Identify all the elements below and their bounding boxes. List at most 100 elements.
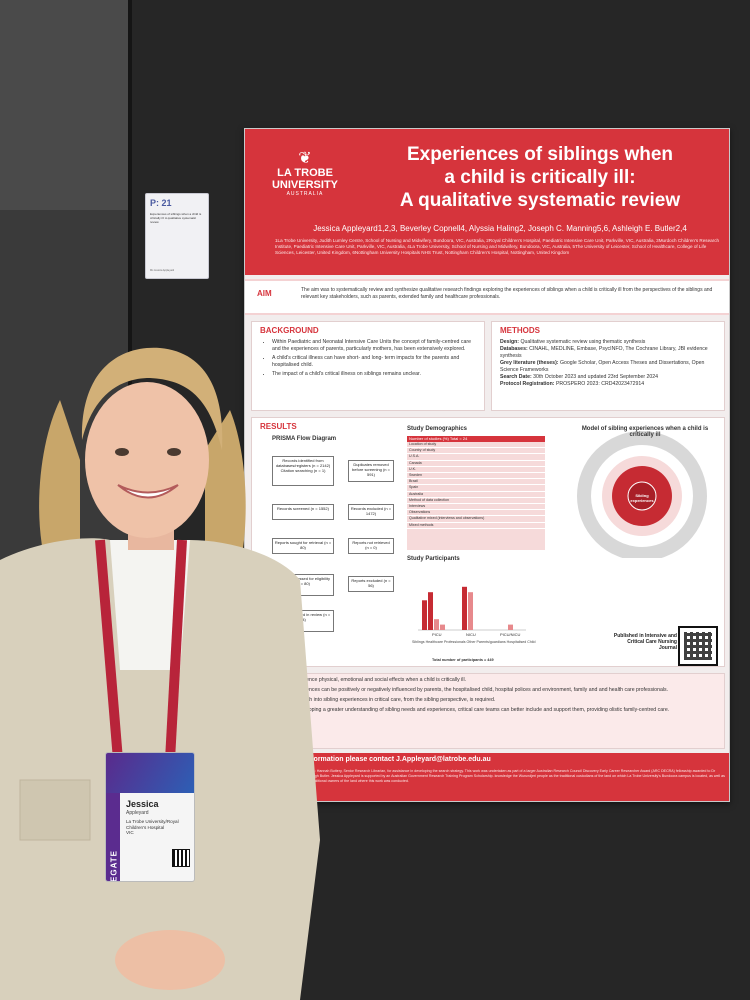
tick-label: PICU/NICU	[500, 632, 521, 637]
table-row: Brazil	[407, 479, 545, 486]
background-list: Within Paediatric and Neonatal Intensive…	[252, 339, 484, 378]
model-title: Model of sibling experiences when a chil…	[581, 426, 709, 438]
list-item: A child's critical illness can have shor…	[272, 355, 474, 369]
aim-text: The aim was to systematically review and…	[301, 287, 713, 300]
university-logo: ❦ LA TROBE UNIVERSITY AUSTRALIA	[265, 150, 345, 198]
badge-first-name: Jessica	[126, 799, 159, 809]
model-center-label: Sibling experiences	[630, 493, 654, 503]
left-eye	[115, 448, 129, 456]
affiliations: 1La Trobe University, Judith Lumley Cent…	[275, 238, 720, 255]
prisma-identified: Records identified from databases/regist…	[272, 456, 334, 486]
sibling-experience-model	[577, 431, 707, 558]
badge-header	[106, 753, 194, 793]
bar-nicu-2	[468, 592, 473, 630]
demographics-header: Number of studies (%) Total = 24	[407, 436, 545, 442]
list-item: Within Paediatric and Neonatal Intensive…	[272, 339, 474, 353]
badge-organisation: La Trobe University/Royal Children's Hos…	[126, 819, 179, 836]
table-row: Country of study	[407, 448, 545, 455]
qr-code-icon[interactable]	[678, 626, 718, 666]
poster-header: ❦ LA TROBE UNIVERSITY AUSTRALIA Experien…	[245, 129, 729, 275]
table-row: Mixed methods	[407, 523, 545, 529]
tick-label: PICU	[432, 632, 442, 637]
conclusion-line: experience physical, emotional and socia…	[292, 677, 467, 683]
wall-left-top	[0, 0, 130, 210]
conclusion-line: experiences can be positively or negativ…	[292, 687, 669, 693]
acknowledgements: ments: Hannah Buttery, Senior Research L…	[305, 769, 725, 783]
prisma-title: PRISMA Flow Diagram	[272, 436, 337, 442]
bar-picu-0	[422, 600, 427, 630]
tick-label: NICU	[466, 632, 476, 637]
participants-legend: Siblings Healthcare Professionals Other …	[412, 640, 536, 644]
list-item: The impact of a child's critical illness…	[272, 371, 474, 378]
participants-title: Study Participants	[407, 556, 460, 562]
research-poster: ❦ LA TROBE UNIVERSITY AUSTRALIA Experien…	[244, 128, 730, 802]
prisma-excluded: Records excluded (n = 1472)	[348, 504, 394, 520]
model-outer-ring	[577, 431, 707, 558]
table-row: U.S.A.	[407, 454, 545, 461]
title-line-1: Experiences of siblings when	[406, 144, 674, 165]
delegate-badge: DELEGATE Jessica Appleyard La Trobe Univ…	[105, 752, 195, 882]
background-title: BACKGROUND	[260, 326, 319, 335]
prisma-duplicates: Duplicates removed before screening (n =…	[348, 460, 394, 482]
title-line-2: a child is critically ill:	[444, 167, 636, 188]
crest-icon: ❦	[298, 150, 312, 167]
authors: Jessica Appleyard1,2,3, Beverley Copnell…	[313, 224, 687, 233]
lanyard-left	[95, 539, 123, 761]
face	[85, 382, 209, 538]
university-name: LA TROBE UNIVERSITY	[271, 167, 338, 191]
table-row: Method of data collection	[407, 498, 545, 505]
table-row: Sweden	[407, 473, 545, 480]
participants-chart: PICU NICU PICU/NICU	[418, 586, 526, 637]
conclusion-line: research into sibling experiences in cri…	[292, 697, 496, 703]
results-section: RESULTS PRISMA Flow Diagram Records iden…	[251, 417, 725, 667]
badge-qr-icon	[172, 849, 190, 867]
placard-author: Ms Jessica Appleyard	[150, 269, 175, 272]
table-row: U.K.	[407, 467, 545, 474]
methods-line: Protocol Registration: PROSPERO 2023: CR…	[500, 381, 645, 387]
aim-section: AIM The aim was to systematically review…	[245, 279, 729, 315]
methods-line: Grey literature (theses): Google Scholar…	[500, 360, 705, 373]
methods-line: Databases: CINAHL, MEDLINE, Embase, Psyc…	[500, 346, 708, 359]
participants-total: Total number of participants = 449	[432, 658, 494, 662]
right-eye	[167, 448, 181, 456]
contact-bar: information please contact J.Appleyard@l…	[245, 753, 729, 801]
badge-role: DELEGATE	[109, 850, 119, 882]
conclusions-section: experience physical, emotional and socia…	[251, 673, 725, 749]
hands	[115, 930, 225, 990]
methods-section: METHODS Design: Qualitative systematic r…	[491, 321, 725, 411]
aim-label: AIM	[257, 289, 272, 298]
poster-number-placard: P: 21 Experiences of siblings when a chi…	[145, 193, 209, 279]
prisma-retrieval: Reports sought for retrieval (n = 80)	[272, 538, 334, 554]
table-row: Canada	[407, 461, 545, 467]
title-line-3: A qualitative systematic review	[399, 190, 681, 211]
published-note: Published in Intensive and Critical Care…	[613, 633, 677, 651]
presenter-photo	[0, 347, 320, 1000]
placard-text: Experiences of siblings when a child is …	[150, 212, 202, 224]
contact-info: information please contact J.Appleyard@l…	[305, 756, 491, 763]
lanyard-right	[165, 539, 187, 761]
background-section: BACKGROUND Within Paediatric and Neonata…	[251, 321, 485, 411]
placard-code: P: 21	[150, 198, 172, 208]
methods-line: Search Date: 30th October 2023 and updat…	[500, 374, 659, 380]
badge-last-name: Appleyard	[126, 810, 149, 816]
hair-right	[205, 410, 246, 585]
prisma-screened: Records screened (n = 1552)	[272, 504, 334, 520]
prisma-reports-excluded: Reports excluded (n = 56)	[348, 576, 394, 592]
methods-line: Design: Qualitative systematic review us…	[500, 339, 646, 345]
cardigan-pocket	[19, 779, 91, 841]
bar-picu-1	[428, 592, 433, 630]
badge-side-bar: DELEGATE	[106, 793, 120, 882]
table-row: Interviews	[407, 504, 545, 511]
bar-picu-2	[434, 619, 439, 630]
prisma-not-retrieved: Reports not retrieved (n = 0)	[348, 538, 394, 554]
table-row: Location of study	[407, 442, 545, 449]
bar-nicu-1	[462, 586, 467, 630]
white-shirt	[110, 540, 190, 670]
demographics-table: Number of studies (%) Total = 24 Locatio…	[407, 436, 545, 550]
results-title: RESULTS	[260, 422, 297, 431]
conclusion-line: h developing a greater understanding of …	[292, 707, 670, 713]
demographics-title: Study Demographics	[407, 426, 468, 432]
methods-title: METHODS	[500, 326, 540, 335]
hair-top	[81, 347, 223, 450]
table-row: Qualitative mixed (interviews and observ…	[407, 516, 545, 523]
